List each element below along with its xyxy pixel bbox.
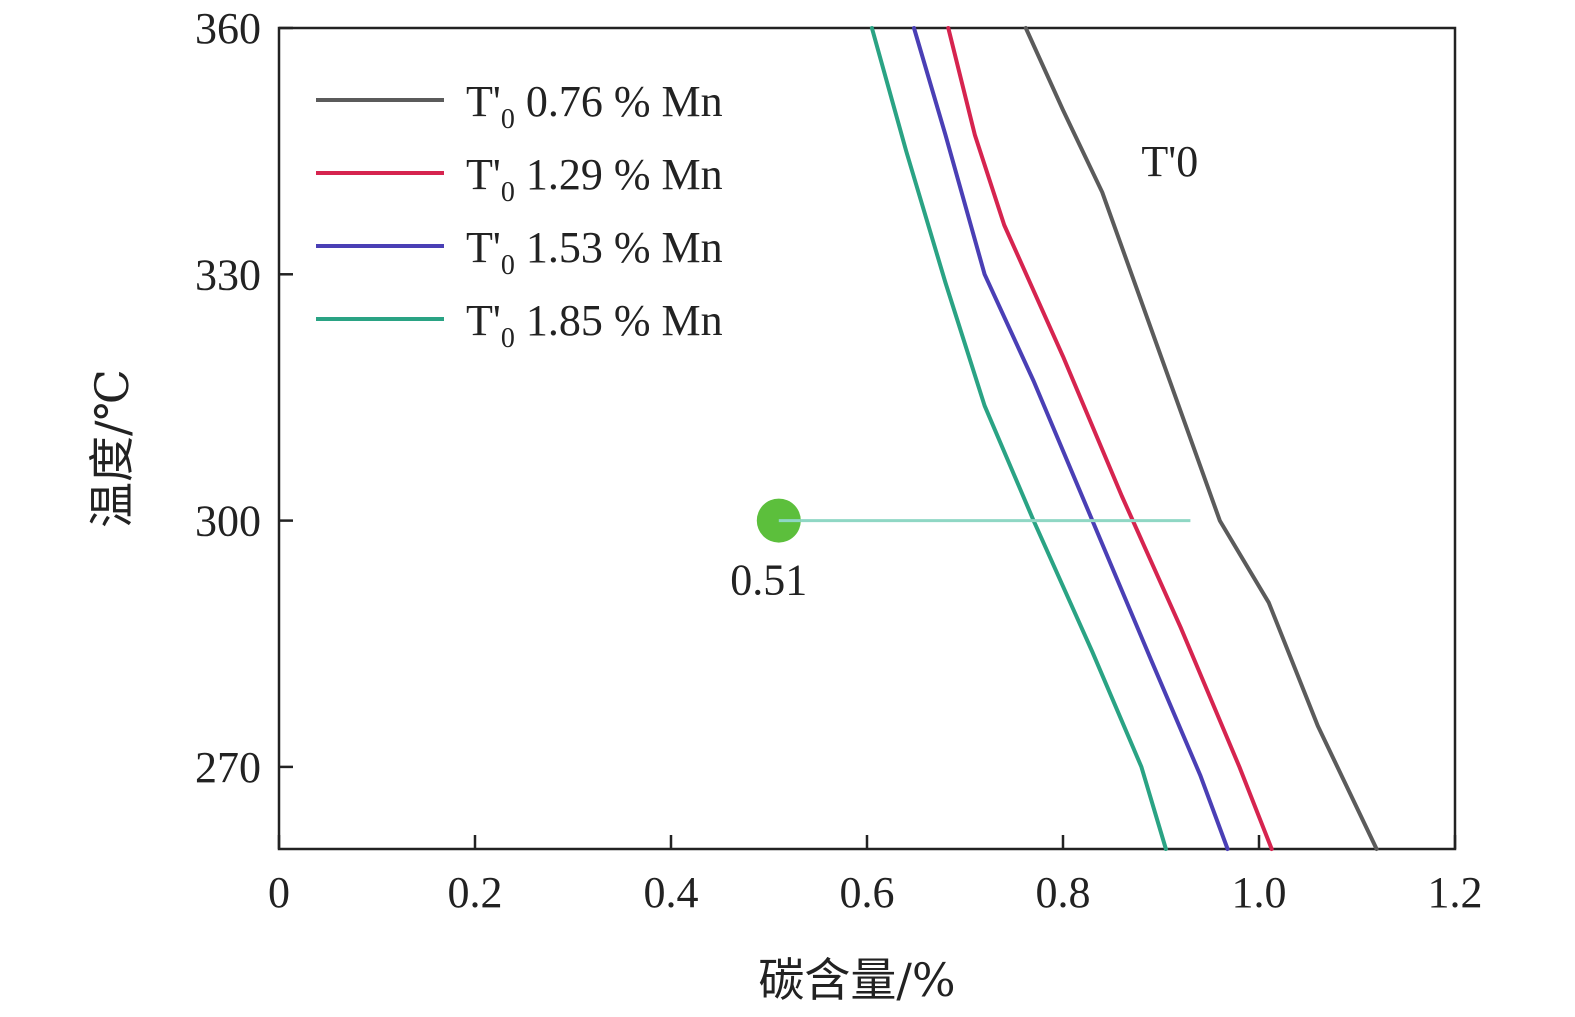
- legend-label: T'0 1.29 % Mn: [466, 150, 723, 208]
- x-tick-label: 0.4: [644, 868, 699, 917]
- x-axis-title: 碳含量/%: [758, 953, 955, 1007]
- reference-group: [756, 498, 1191, 543]
- y-tick-label: 300: [195, 497, 261, 546]
- x-tick-label: 1.0: [1232, 868, 1287, 917]
- legend-label: T'0 1.85 % Mn: [466, 296, 723, 354]
- annotation-label: 0.51: [730, 556, 807, 605]
- series-line-4: [869, 26, 1168, 851]
- annotations-group: T'0 0.51: [730, 137, 1198, 605]
- series-line-3: [912, 26, 1230, 851]
- y-tick-label: 270: [195, 743, 261, 792]
- x-tick-label: 0.2: [448, 868, 503, 917]
- plot-area-border: [277, 26, 1457, 851]
- series-line-1: [1023, 26, 1379, 851]
- series-group: [869, 26, 1379, 851]
- x-tick-label: 1.2: [1428, 868, 1483, 917]
- x-tick-label: 0: [268, 868, 290, 917]
- legend-label: T'0 0.76 % Mn: [466, 77, 723, 135]
- y-tick-label: 360: [195, 4, 261, 53]
- legend-label: T'0 1.53 % Mn: [466, 223, 723, 281]
- ticks-group: 0 0.2 0.4 0.6 0.8 1.0 1.2 270 300 330 360: [195, 4, 1483, 917]
- series-line-2: [946, 26, 1274, 851]
- y-axis-title: 温度/℃: [85, 369, 139, 528]
- y-tick-label: 330: [195, 250, 261, 299]
- annotation-label: T'0: [1141, 137, 1198, 186]
- x-tick-label: 0.8: [1036, 868, 1091, 917]
- plot-frame: [277, 26, 1457, 851]
- legend: T'0 0.76 % Mn T'0 1.29 % Mn T'0 1.53 % Mn T…: [316, 77, 723, 354]
- x-tick-label: 0.6: [840, 868, 895, 917]
